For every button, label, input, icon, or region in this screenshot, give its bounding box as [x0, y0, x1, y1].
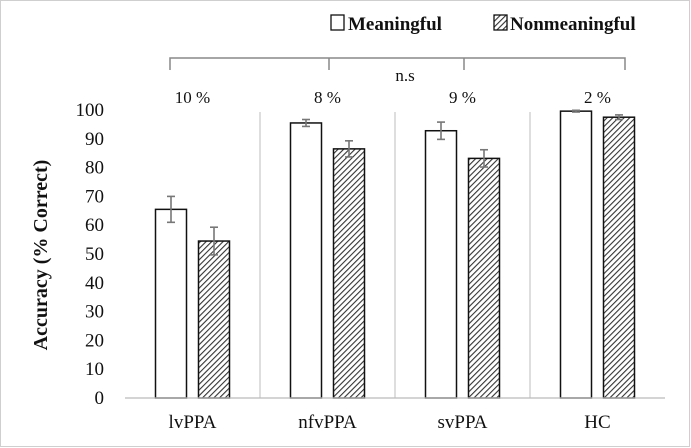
bar-meaningful-svppa — [424, 129, 458, 399]
percent-label: 10 % — [175, 88, 210, 107]
error-bars — [167, 109, 623, 256]
bar-meaningful-lvppa — [154, 208, 188, 399]
significance-label: n.s — [395, 66, 414, 85]
significance-bracket: n.s — [169, 57, 626, 85]
bar-nonmeaningful-nfvppa — [332, 148, 366, 399]
y-tick-label: 100 — [76, 100, 105, 121]
y-axis-label: Accuracy (% Correct) — [30, 160, 52, 351]
legend-swatch-nonmeaningful — [493, 14, 508, 31]
y-tick-label: 80 — [85, 158, 104, 179]
bar-nonmeaningful-lvppa — [197, 240, 231, 399]
x-category-label: HC — [584, 412, 610, 433]
bar-nonmeaningful-svppa — [467, 157, 501, 399]
y-tick-label: 90 — [85, 129, 104, 150]
percent-labels: 10 % 8 % 9 % 2 % — [175, 88, 611, 107]
percent-label: 9 % — [449, 88, 476, 107]
error-bar — [210, 226, 218, 256]
x-category-label: nfvPPA — [298, 412, 357, 433]
y-tick-label: 30 — [85, 302, 104, 323]
bars — [154, 110, 636, 399]
category-labels: lvPPA nfvPPA svPPA HC — [169, 412, 611, 433]
bar-meaningful-nfvppa — [289, 122, 323, 399]
error-bar — [615, 114, 623, 121]
y-tick-label: 50 — [85, 244, 104, 265]
group-separators — [259, 112, 531, 398]
y-tick-label: 70 — [85, 186, 104, 207]
legend-label-meaningful: Meaningful — [348, 14, 442, 35]
legend-label-nonmeaningful: Nonmeaningful — [510, 14, 636, 35]
legend: Meaningful Nonmeaningful — [330, 14, 636, 35]
error-bar — [437, 121, 445, 141]
percent-label: 8 % — [314, 88, 341, 107]
x-category-label: svPPA — [437, 412, 487, 433]
error-bar — [572, 109, 580, 113]
y-tick-label: 60 — [85, 215, 104, 236]
legend-swatch-meaningful — [330, 14, 345, 31]
y-tick-label: 40 — [85, 273, 104, 294]
error-bar — [167, 195, 175, 224]
x-category-label: lvPPA — [169, 412, 217, 433]
y-axis-ticks: 0 10 20 30 40 50 60 70 80 90 100 — [76, 100, 105, 409]
percent-label: 2 % — [584, 88, 611, 107]
y-tick-label: 0 — [95, 388, 105, 409]
error-bar — [302, 118, 310, 128]
error-bar — [480, 148, 488, 168]
bar-nonmeaningful-hc — [602, 116, 636, 399]
error-bar — [345, 140, 353, 158]
y-tick-label: 20 — [85, 330, 104, 351]
bar-meaningful-hc — [559, 110, 593, 399]
y-tick-label: 10 — [85, 359, 104, 380]
